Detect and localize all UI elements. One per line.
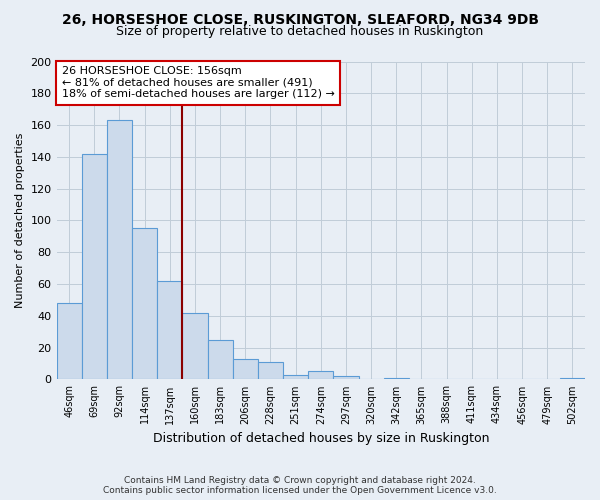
Bar xyxy=(107,120,132,380)
Text: 26, HORSESHOE CLOSE, RUSKINGTON, SLEAFORD, NG34 9DB: 26, HORSESHOE CLOSE, RUSKINGTON, SLEAFOR… xyxy=(62,12,539,26)
Bar xyxy=(157,281,182,380)
Bar xyxy=(283,374,308,380)
Bar xyxy=(182,312,208,380)
Bar xyxy=(82,154,107,380)
X-axis label: Distribution of detached houses by size in Ruskington: Distribution of detached houses by size … xyxy=(152,432,489,445)
Bar xyxy=(233,359,258,380)
Bar xyxy=(334,376,359,380)
Text: 26 HORSESHOE CLOSE: 156sqm
← 81% of detached houses are smaller (491)
18% of sem: 26 HORSESHOE CLOSE: 156sqm ← 81% of deta… xyxy=(62,66,335,100)
Bar xyxy=(383,378,409,380)
Bar xyxy=(56,303,82,380)
Text: Contains HM Land Registry data © Crown copyright and database right 2024.
Contai: Contains HM Land Registry data © Crown c… xyxy=(103,476,497,495)
Bar xyxy=(560,378,585,380)
Bar xyxy=(308,372,334,380)
Text: Size of property relative to detached houses in Ruskington: Size of property relative to detached ho… xyxy=(116,25,484,38)
Bar xyxy=(208,340,233,380)
Y-axis label: Number of detached properties: Number of detached properties xyxy=(15,133,25,308)
Bar xyxy=(132,228,157,380)
Bar xyxy=(258,362,283,380)
